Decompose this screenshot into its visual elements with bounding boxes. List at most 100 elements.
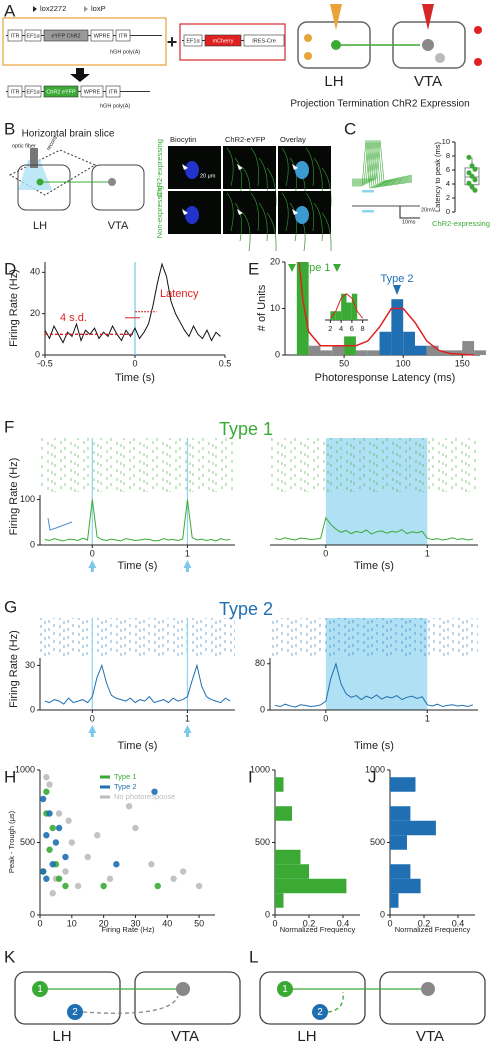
- node-label: 1: [37, 984, 43, 995]
- fiber-texture: [266, 212, 277, 252]
- point: [94, 832, 101, 839]
- region-label: VTA: [108, 220, 129, 232]
- shape: [30, 148, 38, 168]
- x-tick-label: 50: [194, 918, 204, 928]
- fiber-texture: [313, 202, 323, 242]
- point: [46, 846, 53, 853]
- bar: [390, 820, 436, 836]
- panel-label: J: [368, 767, 377, 786]
- x-tick-label: 10: [67, 918, 77, 928]
- point: [55, 875, 63, 882]
- bar: [320, 350, 333, 355]
- trace: [352, 139, 413, 189]
- fiber-texture: [305, 192, 315, 232]
- trace: [352, 139, 413, 188]
- shape: [90, 29, 114, 42]
- x-tick-label: 0.4: [337, 918, 350, 928]
- construct-label: ChR2 eYFP: [46, 89, 76, 95]
- bar: [379, 331, 392, 355]
- x-tick-label: 4: [339, 324, 343, 333]
- point: [84, 853, 91, 861]
- construct-label: ITR: [11, 33, 20, 39]
- y-tick-label: 20: [270, 256, 280, 266]
- x-tick-label: 0: [323, 548, 328, 558]
- trace: [352, 139, 413, 187]
- cell: [295, 206, 309, 224]
- y-tick-label: 0: [30, 539, 35, 549]
- y-tick-label: 2: [446, 193, 450, 202]
- point: [113, 861, 120, 868]
- x-axis-label: Normalized Frequency: [395, 925, 471, 934]
- neuron: [435, 53, 445, 63]
- point: [154, 882, 161, 890]
- psth-line: [44, 499, 231, 542]
- axon: [327, 991, 344, 1013]
- point: [469, 184, 475, 190]
- point: [469, 173, 475, 179]
- terminal: [108, 178, 116, 186]
- neuron: [331, 40, 341, 50]
- fiber-texture: [234, 202, 242, 242]
- point: [469, 163, 475, 169]
- region-label: VTA: [416, 1028, 444, 1045]
- point: [68, 839, 76, 846]
- construct-label: EF1α: [186, 38, 200, 44]
- scale-bar: [399, 206, 420, 219]
- y-tick-label: 500: [20, 837, 35, 847]
- psth-line: [44, 663, 231, 705]
- lox-marker: [33, 6, 37, 12]
- cell: [185, 206, 199, 224]
- x-tick-label: -0.5: [37, 358, 53, 368]
- pointer: [292, 164, 298, 170]
- point: [195, 882, 203, 890]
- polya-label: hGH poly(A): [100, 103, 130, 109]
- panel-label: C: [344, 119, 356, 138]
- shape: [183, 34, 203, 47]
- y-tick-label: 4: [446, 179, 450, 188]
- point: [39, 868, 47, 875]
- shape: [24, 29, 42, 42]
- axon: [82, 995, 179, 1014]
- lox-marker: [84, 6, 88, 12]
- shape: [14, 971, 121, 1025]
- x-tick-label: 20: [99, 918, 109, 928]
- stim-arrow: [88, 725, 97, 737]
- neuron: [67, 1004, 83, 1020]
- input: [474, 58, 482, 66]
- point: [49, 824, 56, 832]
- y-tick-label: 40: [30, 267, 40, 277]
- point: [74, 882, 82, 890]
- point: [52, 839, 60, 846]
- scale-label: 10ms: [402, 219, 416, 225]
- shape: [43, 29, 89, 42]
- fiber: [330, 4, 342, 30]
- bar: [296, 262, 309, 355]
- x-tick-label: 40: [162, 918, 172, 928]
- neuron: [312, 1004, 328, 1020]
- region-label: LH: [324, 73, 343, 90]
- panel-label: F: [4, 417, 14, 436]
- shape: [362, 210, 374, 213]
- node-label: 2: [317, 1007, 323, 1018]
- shape: [43, 85, 79, 98]
- x-tick-label: 0: [37, 918, 42, 928]
- bar: [346, 302, 352, 320]
- point: [170, 875, 177, 882]
- inset-wave: [47, 517, 73, 531]
- type-arrow: [288, 264, 296, 272]
- shape: [259, 971, 366, 1025]
- y-tick-label: 8: [446, 151, 450, 160]
- x-tick-label: 0.2: [303, 918, 316, 928]
- x-tick-label: 1: [185, 713, 190, 723]
- y-axis-label: Firing Rate (Hz): [8, 630, 20, 708]
- point: [62, 882, 69, 890]
- x-tick-label: 2: [328, 324, 332, 333]
- type-label: Type 2: [380, 273, 413, 285]
- fiber-texture: [250, 192, 260, 232]
- column-label: Biocytin: [170, 135, 196, 144]
- fiber-texture: [250, 147, 260, 187]
- bar: [275, 777, 284, 792]
- point: [472, 187, 478, 193]
- annotation: 4 s.d.: [60, 312, 87, 324]
